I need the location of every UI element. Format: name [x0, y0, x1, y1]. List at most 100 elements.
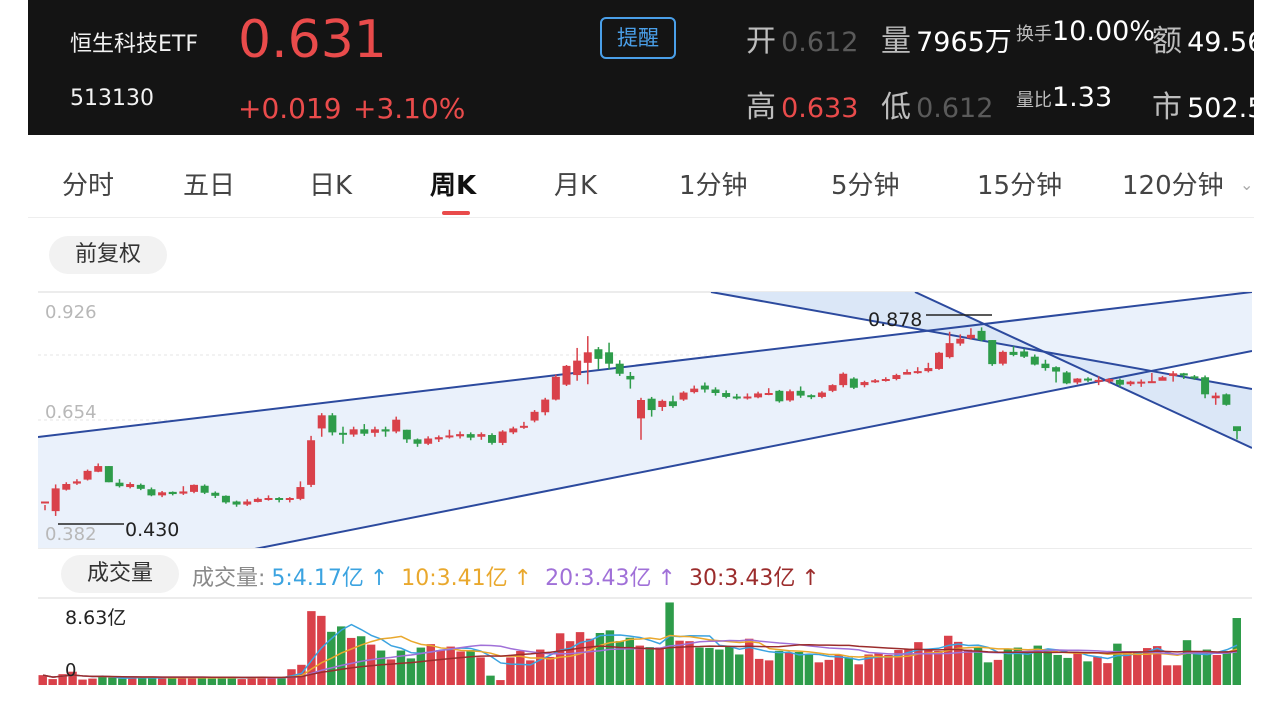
candle-body [1073, 378, 1082, 383]
candle-body [658, 400, 667, 407]
volume-label: 量 [881, 24, 911, 59]
candle-body [488, 435, 496, 443]
tab-15min[interactable]: 15分钟 [977, 171, 1063, 201]
volume-bar [585, 638, 595, 685]
candle-body [456, 434, 465, 437]
candle-body [711, 389, 720, 393]
vol-ratio-label: 量比 [1016, 90, 1052, 111]
volume-bar [545, 656, 555, 685]
candle-body [190, 484, 198, 492]
candle-body [1190, 376, 1199, 379]
candle-body [402, 429, 411, 440]
volume-bar [187, 678, 197, 685]
volume-bar [1043, 649, 1052, 685]
volume-indicator-button[interactable]: 成交量 [61, 555, 179, 593]
candle-body [200, 485, 209, 493]
active-tab-indicator [442, 211, 470, 215]
candle-body [51, 488, 60, 512]
volume-bar [705, 647, 714, 685]
turnover-value: 10.00% [1052, 16, 1155, 47]
tab-daily-k[interactable]: 日K [309, 171, 353, 201]
volume-bar [277, 677, 286, 685]
candle-body [1062, 372, 1071, 384]
tab-five-day[interactable]: 五日 [183, 171, 236, 201]
candle-body [754, 393, 763, 398]
candle-body [849, 378, 858, 388]
volume-bar [1103, 663, 1112, 685]
tab-1min[interactable]: 1分钟 [679, 171, 748, 201]
volume-bar [973, 647, 983, 685]
arrow-up-icon: ↑ [369, 566, 389, 591]
remind-button[interactable]: 提醒 [600, 17, 676, 59]
candle-body [519, 425, 528, 428]
chevron-down-icon[interactable]: ⌄ [1240, 175, 1254, 194]
volume-bar [635, 645, 644, 685]
candle-body [956, 338, 965, 344]
volume-bar [924, 649, 933, 685]
volume-bar [207, 678, 217, 685]
volume-bar [516, 651, 525, 685]
adjust-mode-button[interactable]: 前复权 [49, 236, 167, 274]
volume-bar [128, 678, 137, 685]
volume-bar [894, 650, 903, 685]
volume-ma20: 20:3.43亿 [545, 566, 652, 591]
vol-ratio-value: 1.33 [1052, 82, 1113, 113]
candle-body [903, 372, 912, 375]
candle-body [583, 352, 592, 363]
volume-bar [426, 644, 436, 685]
volume-bar [814, 662, 824, 685]
security-code: 513130 [70, 86, 154, 111]
candle-body [41, 501, 49, 504]
volume-bar [1133, 651, 1142, 685]
volume-bar [904, 648, 913, 685]
tab-120min[interactable]: 120分钟 [1122, 171, 1224, 201]
volume-bar [297, 664, 306, 685]
tab-intraday[interactable]: 分时 [62, 171, 115, 201]
candle-body [72, 481, 81, 484]
candle-body [1233, 426, 1241, 432]
vol-ratio-stat: 量比1.33 [1016, 82, 1112, 113]
volume-bar [386, 659, 396, 685]
candle-body [328, 415, 337, 433]
candle-body [828, 385, 837, 391]
candle-body [615, 363, 624, 374]
candle-body [913, 371, 922, 374]
candle-body [307, 440, 316, 485]
volume-bar [645, 647, 654, 685]
candle-body [690, 388, 699, 393]
mkt-label: 市 [1152, 90, 1182, 125]
tab-monthly-k[interactable]: 月K [554, 171, 598, 201]
volume-bar [108, 677, 117, 685]
volume-bar [1083, 661, 1092, 685]
volume-bar [794, 652, 804, 685]
volume-bar [247, 677, 256, 685]
volume-bar [774, 650, 784, 685]
candle-body [115, 482, 124, 487]
tab-5min[interactable]: 5分钟 [831, 171, 900, 201]
candle-body [413, 439, 422, 444]
low-value: 0.612 [916, 93, 994, 124]
volume-bar [346, 637, 356, 685]
candle-body [349, 429, 358, 435]
volume-bar [953, 641, 963, 685]
candle-body [1041, 363, 1050, 369]
volume-bar [496, 680, 505, 685]
volume-bar [764, 660, 774, 685]
candle-body [1084, 378, 1092, 381]
candle-body [786, 391, 794, 401]
volume-bar [1212, 654, 1222, 685]
candle-body [147, 489, 156, 496]
volume-bar [88, 678, 97, 685]
y-mid-label: 0.654 [45, 402, 97, 423]
price-change-pct: +3.10% [353, 92, 466, 125]
tab-weekly-k[interactable]: 周K [430, 171, 477, 201]
volume-bar [555, 633, 565, 685]
candle-body [94, 466, 103, 472]
candle-body [935, 352, 943, 369]
volume-bar [396, 650, 406, 685]
candle-body [732, 396, 741, 399]
volume-bar [655, 647, 664, 685]
candle-body [871, 380, 880, 383]
volume-bar [267, 678, 276, 685]
